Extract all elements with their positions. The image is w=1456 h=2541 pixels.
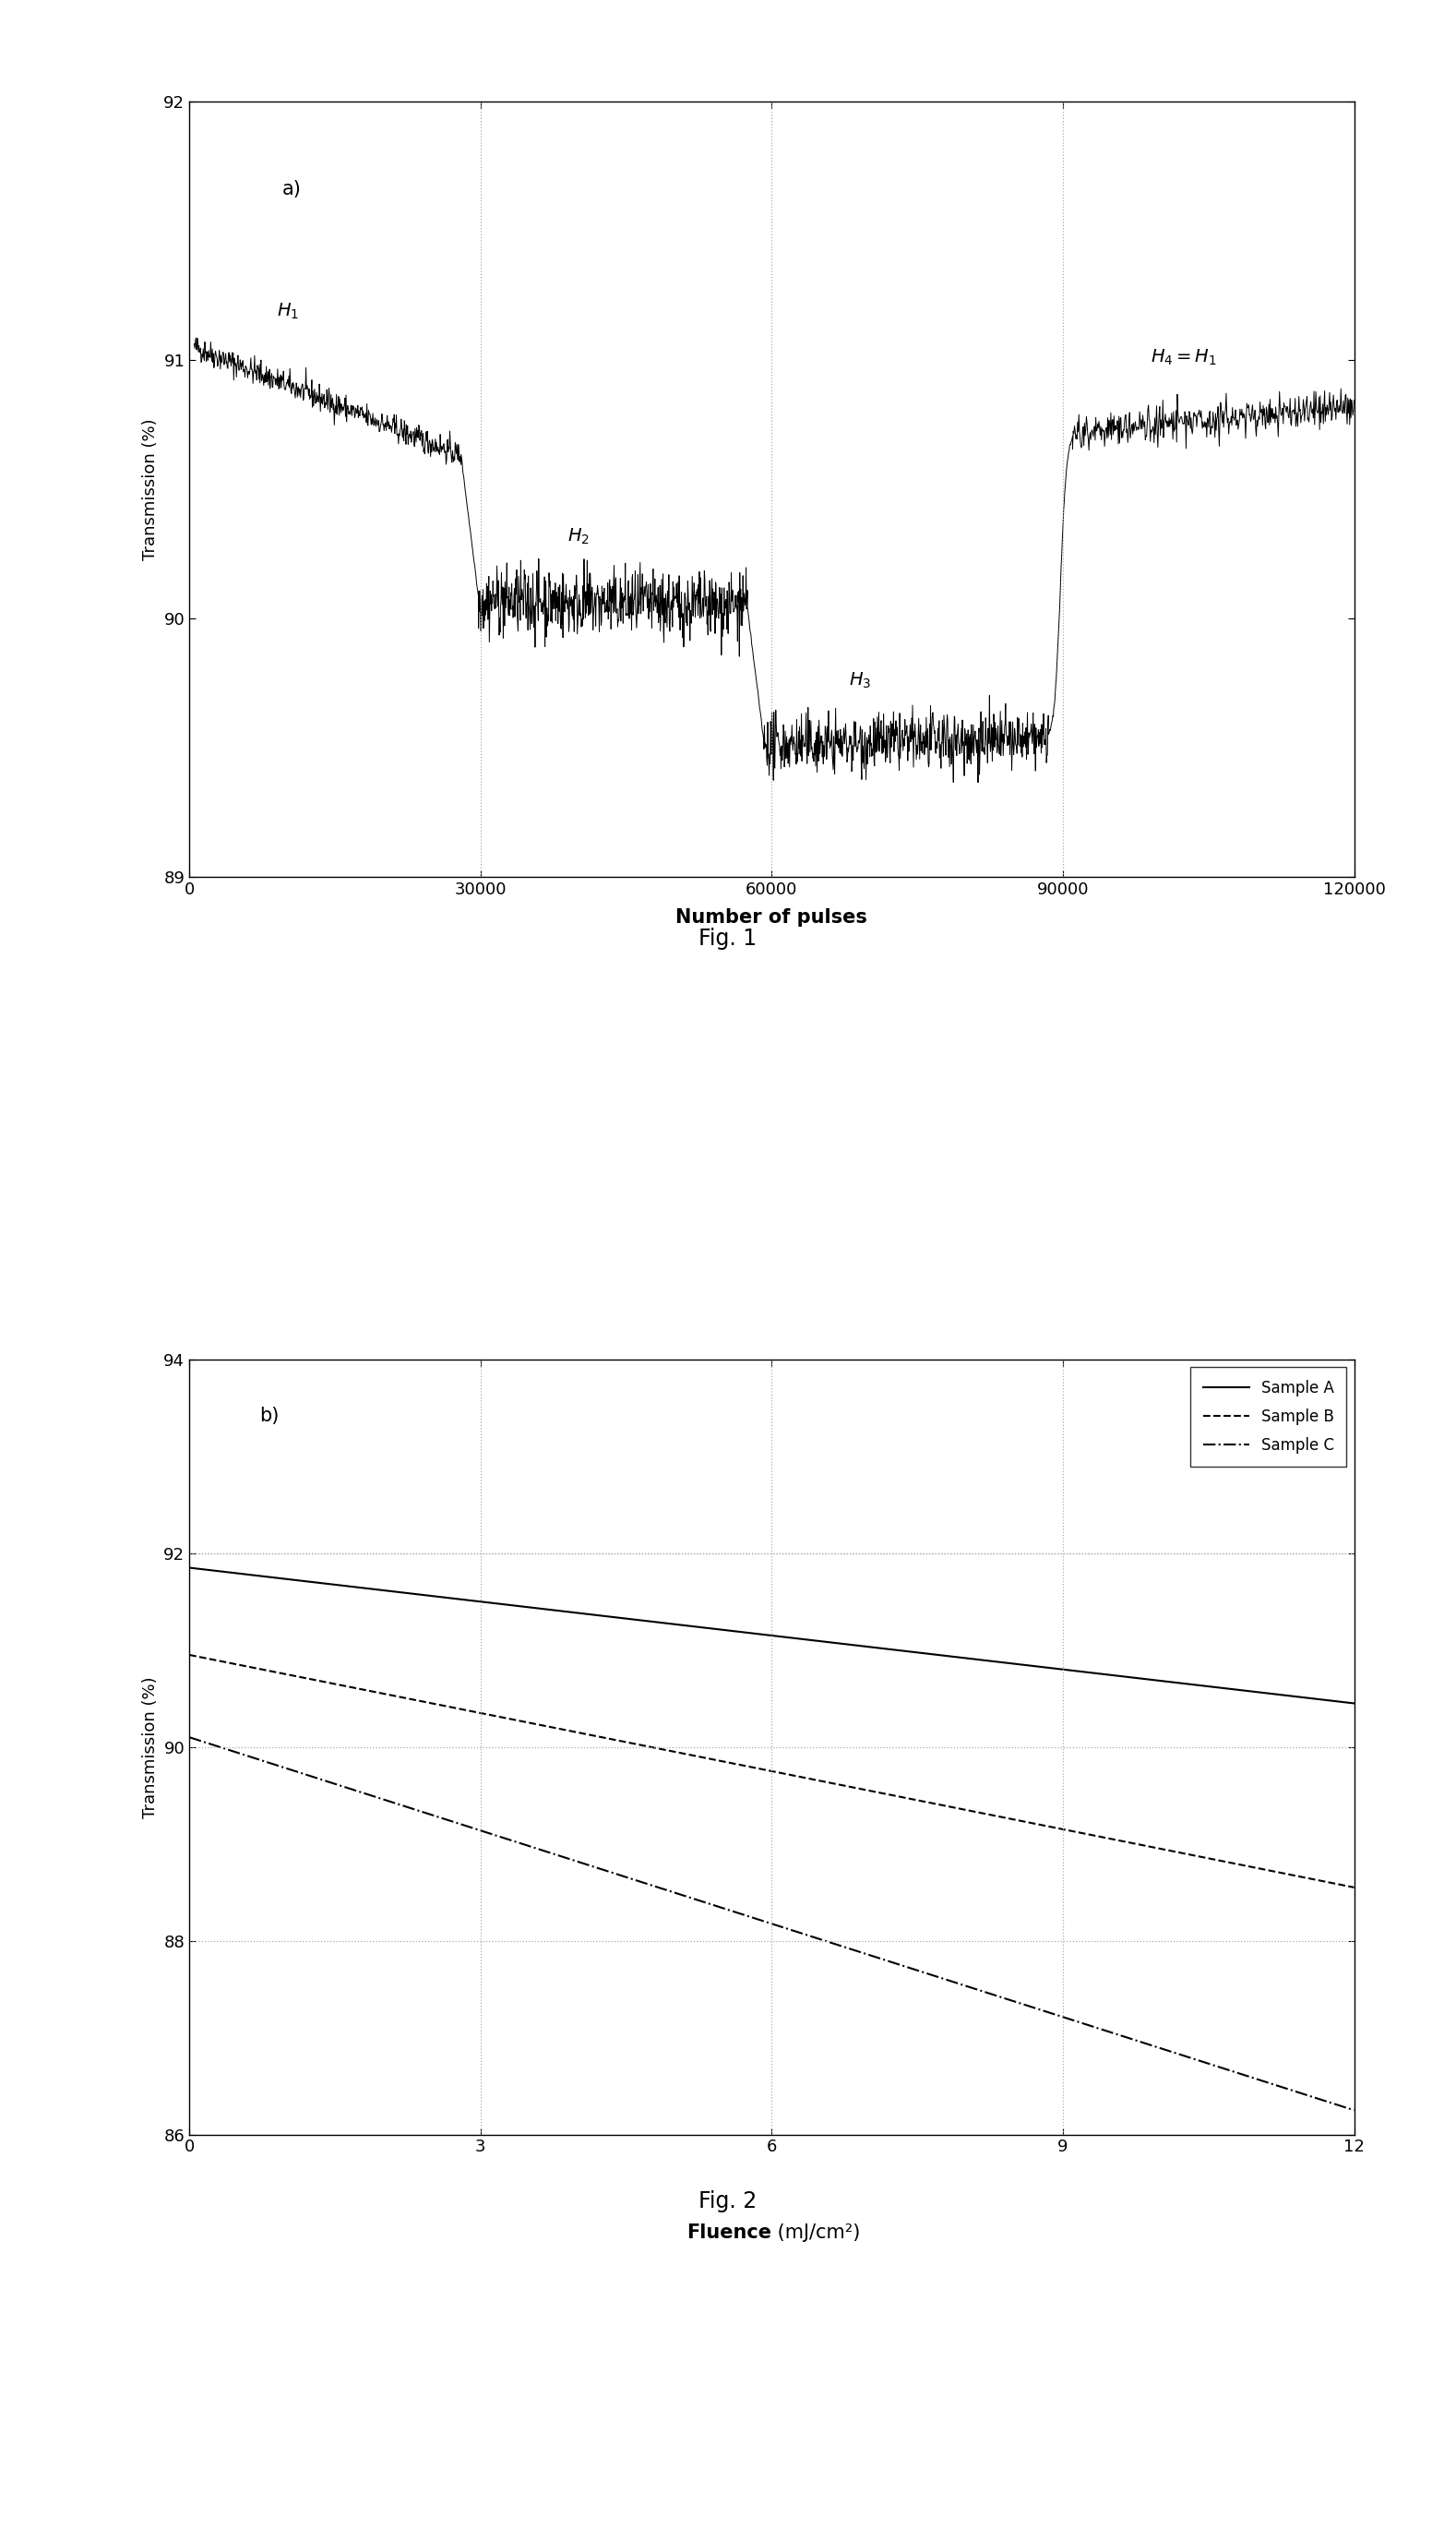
- Text: $H_2$: $H_2$: [568, 526, 590, 546]
- Text: $H_4 = H_1$: $H_4 = H_1$: [1150, 348, 1217, 368]
- Text: Fig. 1: Fig. 1: [699, 927, 757, 950]
- X-axis label: Number of pulses: Number of pulses: [676, 907, 868, 927]
- Text: $H_1$: $H_1$: [277, 302, 298, 320]
- Y-axis label: Transmission (%): Transmission (%): [141, 1677, 159, 1817]
- Legend: Sample A, Sample B, Sample C: Sample A, Sample B, Sample C: [1191, 1367, 1347, 1466]
- Text: b): b): [259, 1408, 280, 1426]
- Text: $H_3$: $H_3$: [849, 671, 872, 691]
- Text: Fluence: Fluence: [687, 2223, 772, 2241]
- Y-axis label: Transmission (%): Transmission (%): [141, 419, 159, 559]
- Text: a): a): [282, 180, 301, 198]
- Text: Fig. 2: Fig. 2: [699, 2190, 757, 2213]
- Text: (mJ/cm²): (mJ/cm²): [772, 2223, 860, 2241]
